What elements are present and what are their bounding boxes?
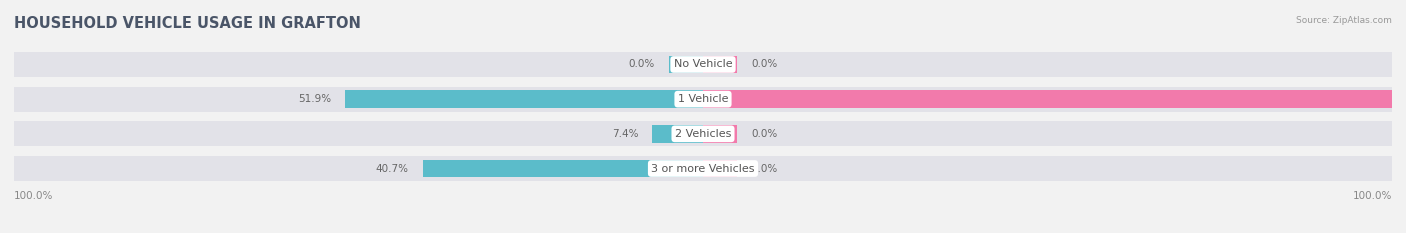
Text: 100.0%: 100.0% <box>1353 191 1392 201</box>
Bar <box>703 125 738 143</box>
Text: 0.0%: 0.0% <box>751 164 778 174</box>
Bar <box>652 125 703 143</box>
Bar <box>703 160 738 177</box>
Bar <box>423 160 703 177</box>
Bar <box>703 56 738 73</box>
Text: No Vehicle: No Vehicle <box>673 59 733 69</box>
Text: 0.0%: 0.0% <box>628 59 655 69</box>
Bar <box>14 87 1392 112</box>
Text: 2 Vehicles: 2 Vehicles <box>675 129 731 139</box>
Bar <box>14 121 1392 146</box>
Text: 3 or more Vehicles: 3 or more Vehicles <box>651 164 755 174</box>
Bar <box>14 156 1392 181</box>
Bar <box>703 90 1392 108</box>
Text: 1 Vehicle: 1 Vehicle <box>678 94 728 104</box>
Bar <box>669 56 703 73</box>
Text: Source: ZipAtlas.com: Source: ZipAtlas.com <box>1296 16 1392 25</box>
Text: 100.0%: 100.0% <box>14 191 53 201</box>
Text: 0.0%: 0.0% <box>751 59 778 69</box>
Bar <box>14 52 1392 77</box>
Text: 7.4%: 7.4% <box>612 129 638 139</box>
Text: HOUSEHOLD VEHICLE USAGE IN GRAFTON: HOUSEHOLD VEHICLE USAGE IN GRAFTON <box>14 16 361 31</box>
Text: 51.9%: 51.9% <box>298 94 332 104</box>
Bar <box>346 90 703 108</box>
Text: 40.7%: 40.7% <box>375 164 409 174</box>
Text: 0.0%: 0.0% <box>751 129 778 139</box>
